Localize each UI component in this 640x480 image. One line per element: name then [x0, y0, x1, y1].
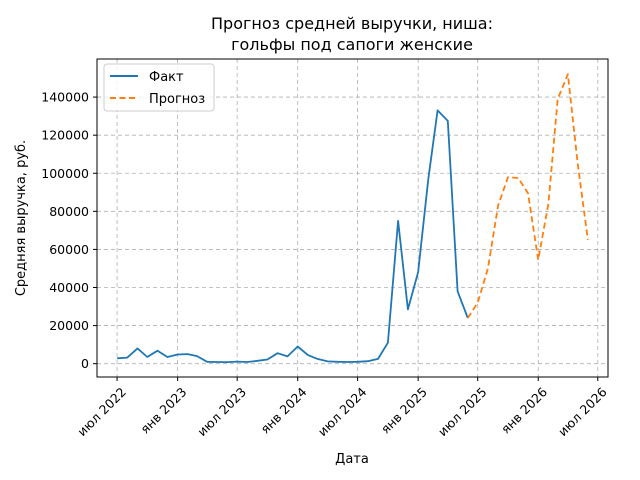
y-axis-label: Средняя выручка, руб.: [14, 140, 29, 296]
y-tick-label: 20000: [49, 318, 89, 333]
y-tick-label: 40000: [49, 280, 89, 295]
y-tick-label: 0: [81, 356, 89, 371]
legend-label-forecast: Прогноз: [149, 92, 205, 107]
x-axis-label: Дата: [335, 452, 369, 467]
chart-title-line-2: гольфы под сапоги женские: [231, 35, 473, 54]
y-tick-label: 120000: [41, 128, 89, 143]
y-tick-label: 100000: [41, 166, 89, 181]
y-tick-label: 80000: [49, 204, 89, 219]
legend: Факт Прогноз: [104, 64, 214, 111]
y-tick-label: 60000: [49, 242, 89, 257]
y-tick-label: 140000: [41, 90, 89, 105]
legend-label-fact: Факт: [149, 70, 184, 85]
chart-title-line-1: Прогноз средней выручки, ниша:: [211, 14, 493, 33]
